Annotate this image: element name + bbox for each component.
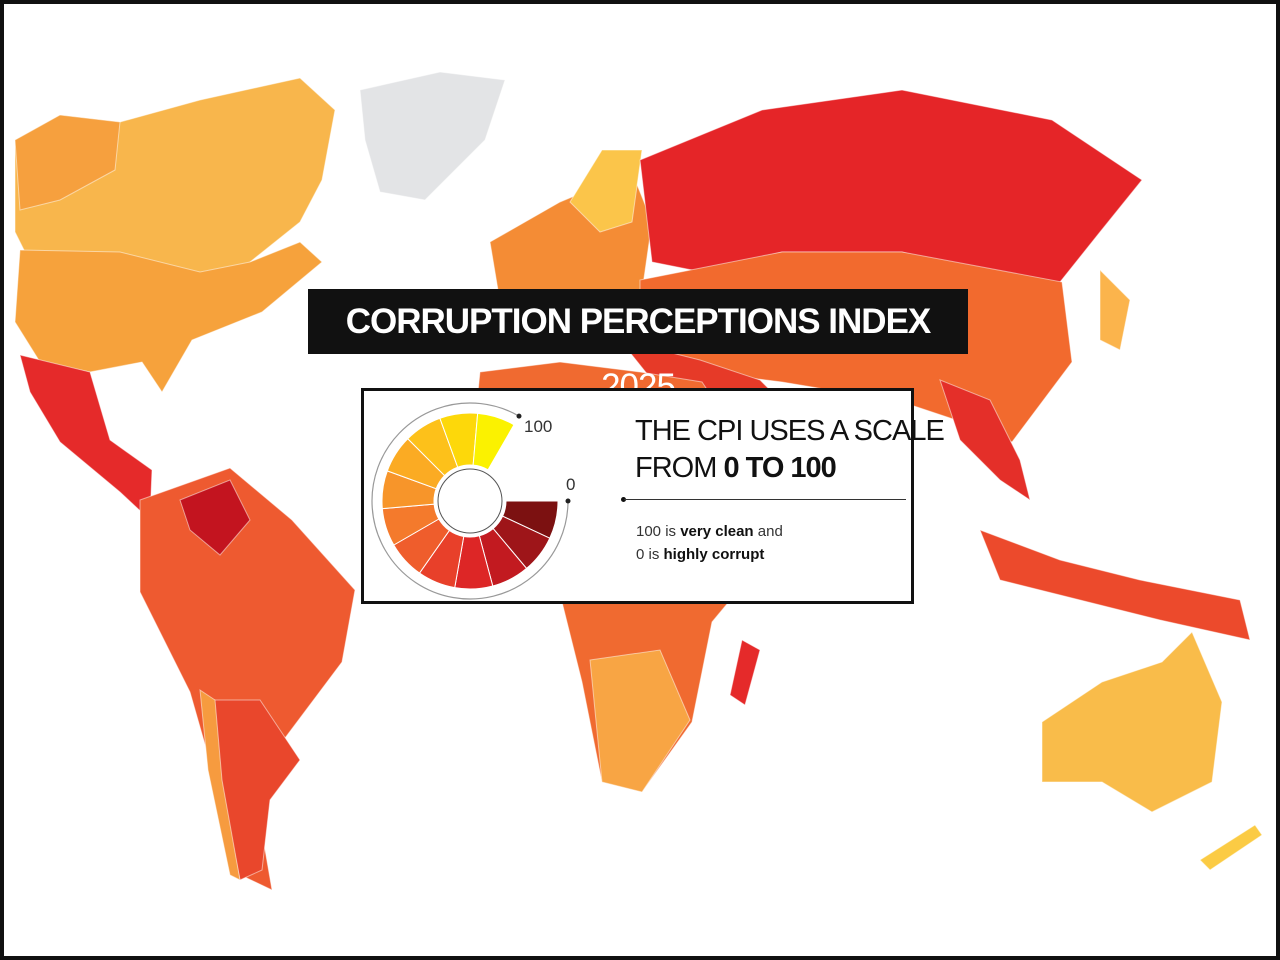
gauge-end-dot <box>565 498 571 504</box>
gauge-hub <box>437 468 503 534</box>
scale-min-label: 0 <box>566 475 576 494</box>
southeast-asia <box>939 379 1031 502</box>
heading-prefix: FROM <box>635 452 717 484</box>
heading-emphasis: 0 TO 100 <box>723 452 836 484</box>
title: CORRUPTION PERCEPTIONS INDEX <box>345 302 932 341</box>
note-line2: 0 is highly corrupt <box>636 546 764 563</box>
title-banner: CORRUPTION PERCEPTIONS INDEX 2025 <box>308 289 968 406</box>
gauge-end-dot <box>516 413 522 419</box>
southern-africa <box>589 649 691 793</box>
alaska <box>14 114 121 211</box>
heading-line1: THE CPI USES A SCALE <box>635 415 945 447</box>
greenland <box>359 71 506 201</box>
note-emphasis: highly corrupt <box>663 546 765 563</box>
scale-max-label: 100 <box>524 417 553 436</box>
note-prefix: 100 is <box>636 523 677 540</box>
rule-dot <box>621 497 626 502</box>
note-prefix: 0 is <box>636 546 660 563</box>
gauge-track <box>371 402 569 600</box>
legend-box: 100 0 THE CPI USES A SCALE FROM 0 TO 100… <box>361 388 945 604</box>
madagascar <box>729 639 761 706</box>
gauge <box>371 402 571 600</box>
heading-line2: FROM 0 TO 100 <box>635 452 837 485</box>
note-line1: 100 is very clean and <box>636 523 783 540</box>
new-zealand <box>1199 824 1263 871</box>
gauge-segment <box>472 412 515 471</box>
scandinavia <box>569 149 643 233</box>
chile <box>199 688 241 881</box>
australia <box>1041 631 1223 813</box>
note-suffix: and <box>757 523 783 540</box>
indonesia <box>979 529 1251 641</box>
japan <box>1099 268 1131 351</box>
venezuela <box>179 479 251 556</box>
note-emphasis: very clean <box>680 523 754 540</box>
rule <box>624 499 906 500</box>
